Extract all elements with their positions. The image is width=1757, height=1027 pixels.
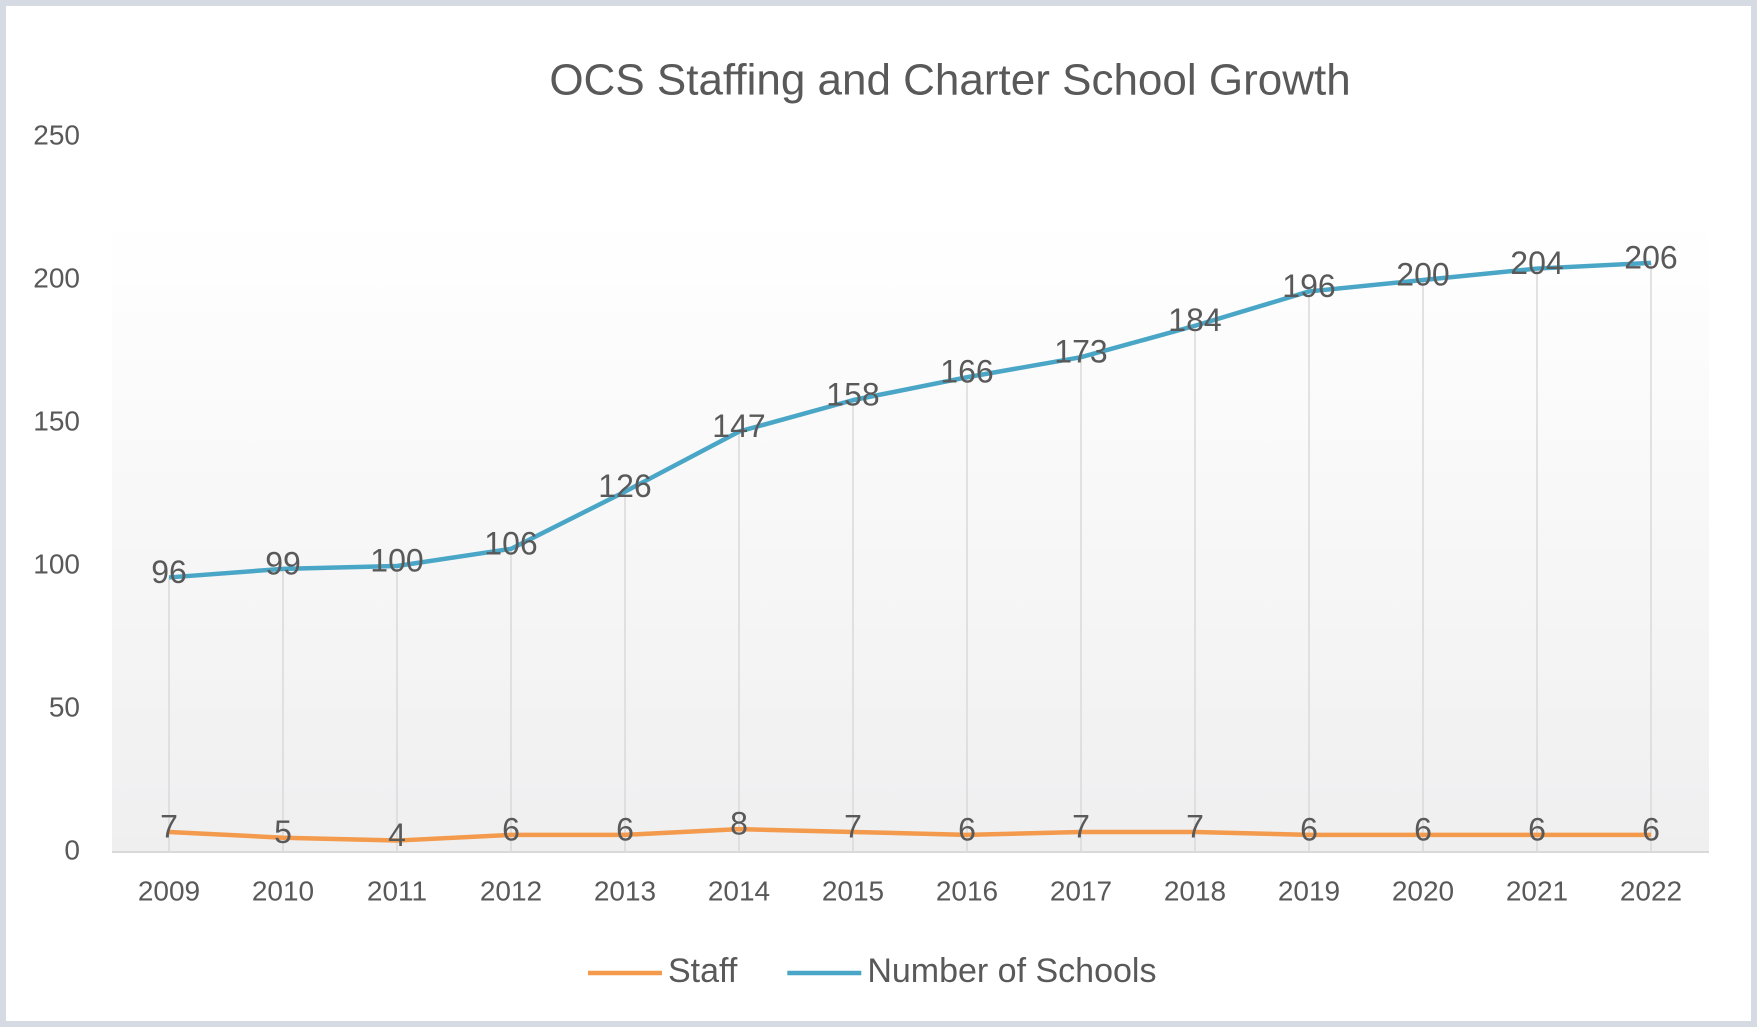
plot-area [112, 220, 1709, 852]
data-label: 166 [940, 354, 993, 390]
x-tick-label: 2014 [708, 875, 770, 906]
x-tick-label: 2019 [1278, 875, 1340, 906]
series-line [168, 826, 1651, 843]
y-tick-label: 50 [49, 691, 80, 722]
data-label: 6 [1642, 811, 1660, 847]
y-tick-label: 100 [33, 548, 80, 579]
data-label: 7 [1072, 808, 1090, 844]
data-label: 96 [151, 554, 187, 590]
legend-label: Number of Schools [867, 952, 1156, 990]
data-label: 7 [160, 808, 178, 844]
data-label: 100 [370, 542, 423, 578]
x-tick-label: 2015 [822, 875, 884, 906]
y-tick-label: 150 [33, 405, 80, 436]
x-tick-label: 2013 [594, 875, 656, 906]
x-tick-label: 2020 [1392, 875, 1454, 906]
data-label: 106 [484, 525, 537, 561]
x-tick-label: 2009 [138, 875, 200, 906]
data-label: 7 [1186, 808, 1204, 844]
data-label: 204 [1510, 245, 1563, 281]
y-tick-label: 250 [33, 119, 80, 150]
data-label: 6 [1414, 811, 1432, 847]
data-label: 206 [1624, 239, 1677, 275]
x-tick-label: 2018 [1164, 875, 1226, 906]
x-tick-label: 2012 [480, 875, 542, 906]
data-label: 200 [1396, 256, 1449, 292]
data-label: 4 [388, 817, 406, 853]
data-label: 147 [712, 408, 765, 444]
data-label: 6 [502, 811, 520, 847]
x-tick-label: 2010 [252, 875, 314, 906]
data-label: 5 [274, 814, 292, 850]
data-label: 6 [1300, 811, 1318, 847]
data-label: 196 [1282, 268, 1335, 304]
x-tick-label: 2016 [936, 875, 998, 906]
data-label: 6 [958, 811, 976, 847]
x-tick-label: 2017 [1050, 875, 1112, 906]
x-tick-label: 2011 [367, 875, 427, 906]
data-label: 158 [826, 377, 879, 413]
data-label: 8 [730, 806, 748, 842]
data-label: 6 [1528, 811, 1546, 847]
x-tick-label: 2021 [1506, 875, 1568, 906]
series-line [168, 260, 1652, 580]
y-tick-label: 0 [64, 834, 80, 865]
data-label: 173 [1054, 334, 1107, 370]
y-tick-label: 200 [33, 262, 80, 293]
legend-label: Staff [668, 952, 738, 990]
x-tick-label: 2022 [1620, 875, 1682, 906]
data-label: 184 [1168, 302, 1221, 338]
data-label: 7 [844, 808, 862, 844]
data-label: 6 [616, 811, 634, 847]
chart-title: OCS Staffing and Charter School Growth [549, 56, 1350, 105]
data-label: 99 [265, 545, 301, 581]
data-label: 126 [598, 468, 651, 504]
